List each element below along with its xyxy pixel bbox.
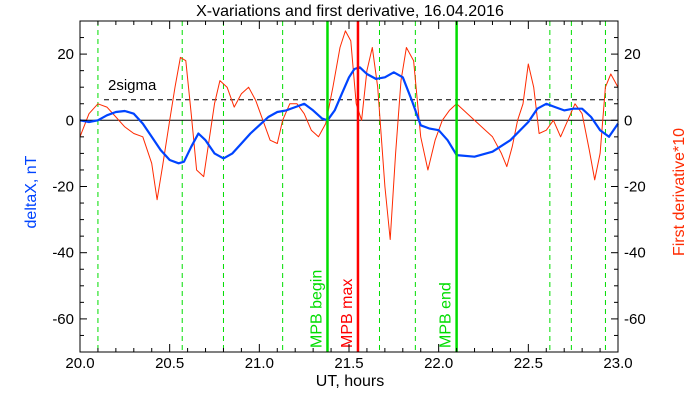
x-tick-label: 22.0 [424,355,453,372]
x-tick-label: 21.5 [334,355,363,372]
derivative-line [79,30,619,240]
y-axis-label-left: deltaX, nT [23,155,40,228]
y-tick-label-left: -40 [52,245,74,262]
y-tick-label-right: 20 [624,46,641,63]
y-tick-label-right: -20 [624,179,646,196]
y-tick-label-left: 0 [66,112,74,129]
plot-area: 2sigma MPB begin MPB max MPB end 20 20 0 0 -20 -2… [52,20,646,372]
chart-title: X-variations and first derivative, 16.04… [196,3,504,20]
y-tick-label-left: 20 [57,46,74,63]
y-tick-label-left: -20 [52,179,74,196]
marker-label-3: MPB end [438,282,455,348]
y-axis-label-right: First derivative*10 [671,128,688,256]
y-tick-label-right: 0 [624,112,632,129]
y-tick-label-right: -40 [624,245,646,262]
x-tick-label: 20.5 [155,355,184,372]
x-tick-label: 22.5 [514,355,543,372]
sigma-label: 2sigma [108,77,157,94]
x-tick-label: 23.0 [603,355,632,372]
marker-label-2: MPB max [339,279,356,348]
x-tick-label: 21.0 [245,355,274,372]
deltax-line [79,66,619,165]
x-axis-label: UT, hours [316,373,384,390]
marker-label-1: MPB begin [308,270,325,348]
y-tick-label-right: -60 [624,311,646,328]
y-tick-label-left: -60 [52,311,74,328]
x-tick-label: 20.0 [65,355,94,372]
